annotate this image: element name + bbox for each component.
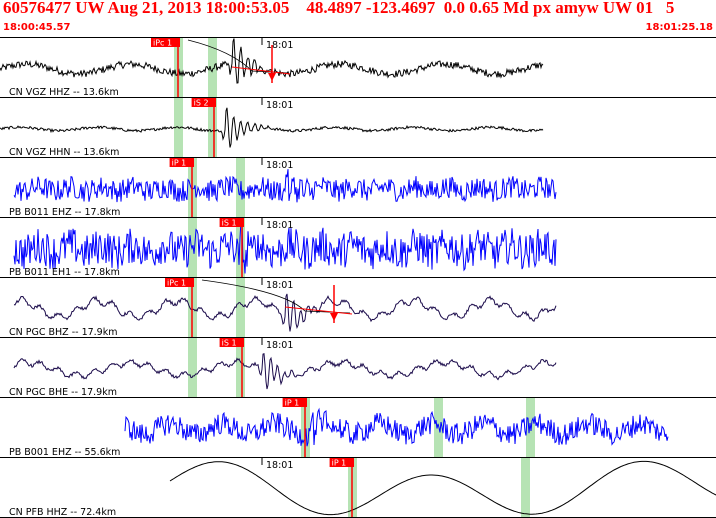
waveform (13, 293, 557, 332)
time-window-band (236, 218, 245, 277)
phase-pick-label: iS 1 (222, 339, 237, 348)
station-label: PB B001 EHZ -- 55.6km (9, 447, 120, 458)
phase-pick-label: iS 1 (222, 219, 237, 228)
phase-pick-flag[interactable] (329, 458, 354, 467)
phase-pick-label: iS 2 (194, 99, 209, 108)
phase-pick-label: iP 1 (285, 399, 300, 408)
trace-row[interactable]: 18:01 iS 1 PB B011 EH1 -- 17.8km (0, 218, 716, 278)
amplitude-envelope (187, 39, 289, 74)
phase-pick-label: iPc 1 (167, 279, 186, 288)
event-header: 60576477 UW Aug 21, 2013 18:00:53.05 48.… (0, 0, 716, 36)
station-label: PB B011 EHZ -- 17.8km (9, 207, 120, 218)
time-window-band (188, 338, 197, 397)
coda-arrow-icon (268, 73, 276, 81)
coda-fit-line (231, 66, 291, 75)
phase-pick-flag[interactable] (151, 38, 180, 47)
minute-label: 18:01 (266, 100, 293, 111)
station-label: CN VGZ HHZ -- 13.6km (9, 87, 119, 98)
trace-row[interactable]: 18:01 iS 1 CN PGC BHE -- 17.9km (0, 338, 716, 398)
time-window-band (236, 338, 245, 397)
phase-pick-flag[interactable] (191, 98, 216, 107)
waveform (13, 219, 557, 274)
amplitude-envelope (201, 279, 351, 314)
time-window-band (208, 98, 217, 157)
trace-row[interactable]: 18:01 iPc 1 CN PGC BHZ -- 17.9km (0, 278, 716, 338)
event-title: 60576477 UW Aug 21, 2013 18:00:53.05 48.… (3, 0, 675, 17)
phase-pick-flag[interactable] (165, 278, 194, 287)
waveform (124, 407, 669, 447)
station-label: CN PGC BHZ -- 17.9km (9, 327, 117, 338)
waveform (13, 352, 557, 390)
phase-pick-flag[interactable] (219, 338, 244, 347)
coda-fit-line (284, 306, 353, 315)
phase-pick-label: iPc 1 (153, 39, 172, 48)
coda-arrow-icon (330, 313, 338, 321)
trace-row[interactable]: 18:01 iP 1 CN PFB HHZ -- 72.4km (0, 458, 716, 518)
minute-label: 18:01 (266, 160, 293, 171)
phase-pick-label: iP 1 (332, 459, 347, 468)
minute-label: 18:01 (266, 280, 293, 291)
station-label: CN VGZ HHN -- 13.6km (9, 147, 119, 158)
start-time: 18:00:45.57 (3, 22, 71, 33)
minute-label: 18:01 (266, 40, 293, 51)
station-label: PB B011 EH1 -- 17.8km (9, 267, 120, 278)
station-label: CN PGC BHE -- 17.9km (9, 387, 117, 398)
phase-pick-flag[interactable] (282, 398, 307, 407)
phase-pick-flag[interactable] (169, 158, 194, 167)
end-time: 18:01:25.18 (645, 22, 713, 33)
time-window-band (236, 278, 245, 337)
time-window-band (521, 458, 530, 517)
minute-label: 18:01 (266, 220, 293, 231)
trace-row[interactable]: iP 1 PB B001 EHZ -- 55.6km (0, 398, 716, 458)
time-window-band (208, 38, 217, 97)
trace-row[interactable]: 18:01 iP 1 PB B011 EHZ -- 17.8km (0, 158, 716, 218)
phase-pick-flag[interactable] (219, 218, 244, 227)
waveform (0, 107, 544, 148)
phase-pick-label: iP 1 (172, 159, 187, 168)
trace-row[interactable]: 18:01 iS 2 CN VGZ HHN -- 13.6km (0, 98, 716, 158)
trace-row[interactable]: 18:01 iPc 1 CN VGZ HHZ -- 13.6km (0, 38, 716, 98)
minute-label: 18:01 (266, 340, 293, 351)
waveform (169, 460, 716, 516)
station-label: CN PFB HHZ -- 72.4km (9, 507, 116, 518)
minute-label: 18:01 (266, 460, 293, 471)
waveform (13, 169, 557, 203)
